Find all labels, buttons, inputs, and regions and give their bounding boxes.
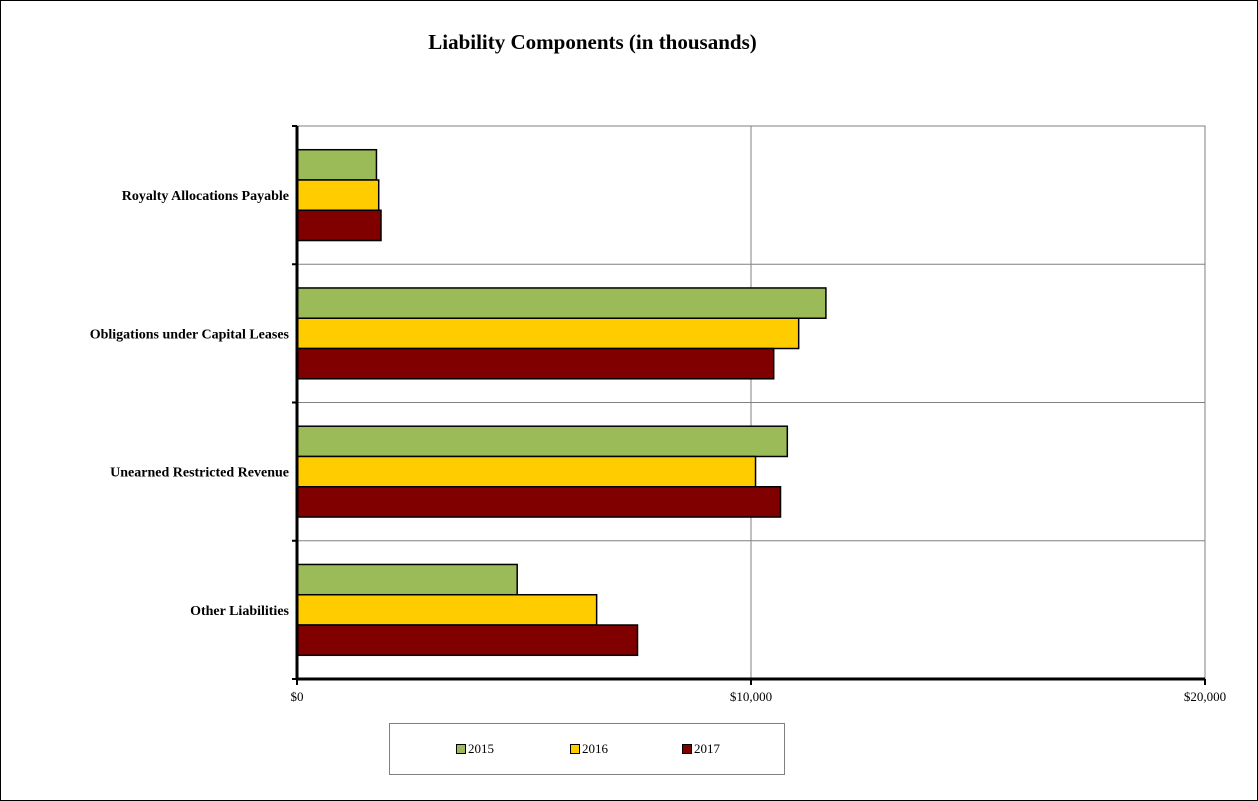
bar-2015 (296, 425, 789, 458)
legend-swatch (456, 744, 466, 754)
chart-title: Liability Components (in thousands) (428, 30, 757, 54)
bar-2017 (296, 347, 775, 380)
x-tick-label: $10,000 (730, 689, 772, 704)
category-label: Other Liabilities (190, 604, 289, 619)
legend-label: 2017 (694, 741, 720, 756)
bar-2017 (296, 486, 782, 518)
bar-2017 (296, 624, 639, 657)
bar-2016 (296, 317, 800, 350)
bar-2016 (296, 455, 757, 488)
bar-2015 (296, 148, 378, 181)
x-tick-label: $20,000 (1184, 689, 1226, 704)
bar-2015 (296, 563, 518, 596)
legend-swatch (570, 744, 580, 754)
legend: 2015 2016 2017 (389, 723, 785, 775)
legend-swatch (682, 744, 692, 754)
legend-item-2016: 2016 (570, 741, 608, 757)
bar-2016 (296, 593, 598, 626)
legend-label: 2016 (582, 741, 608, 756)
category-label: Royalty Allocations Payable (122, 189, 289, 204)
category-label: Unearned Restricted Revenue (110, 466, 289, 481)
legend-label: 2015 (468, 741, 494, 756)
x-tick-label: $0 (291, 689, 304, 704)
bar-2015 (296, 287, 827, 319)
legend-item-2015: 2015 (456, 741, 494, 757)
bar-2016 (296, 179, 380, 212)
bar-2017 (296, 209, 382, 242)
legend-item-2017: 2017 (682, 741, 720, 757)
category-label: Obligations under Capital Leases (90, 327, 290, 342)
